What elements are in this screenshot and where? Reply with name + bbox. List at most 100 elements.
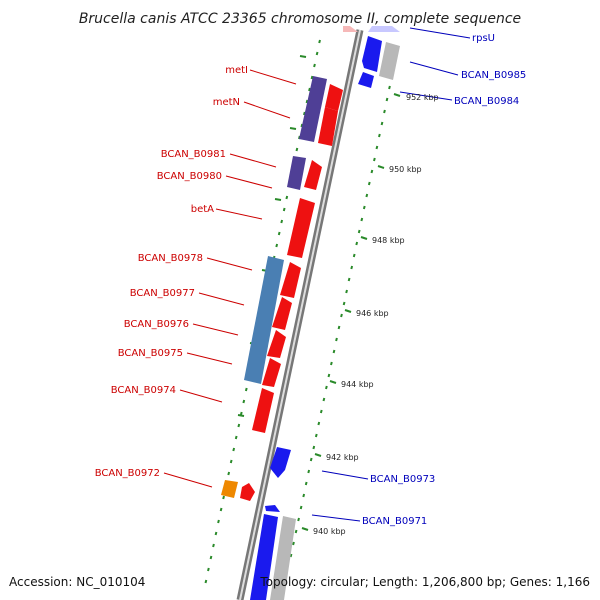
tick-dot: [340, 313, 343, 318]
major-tick: [377, 165, 385, 169]
major-tick: [299, 55, 307, 58]
label-rpsu[interactable]: rpsU: [472, 33, 495, 44]
label-leader-lines: [163, 27, 471, 522]
topology-text: Topology: circular; Length: 1,206,800 bp…: [259, 575, 590, 589]
gene-bcan-b0971[interactable]: [250, 514, 278, 600]
gene-steel-blue[interactable]: [244, 256, 284, 384]
tick-dot: [345, 289, 348, 294]
tick-dot: [330, 361, 333, 366]
gene-orange[interactable]: [221, 480, 238, 498]
label-bcan-b0977[interactable]: BCAN_B0977: [130, 288, 195, 299]
tick-dot: [222, 495, 225, 500]
tick-dot: [242, 399, 246, 404]
label-metn[interactable]: metN: [213, 97, 240, 108]
label-bcan-b0981[interactable]: BCAN_B0981: [161, 149, 226, 160]
gene-bcan-b0977[interactable]: [272, 297, 292, 330]
gene-bcan-b0978[interactable]: [280, 262, 301, 298]
gene-small-blue[interactable]: [265, 505, 280, 512]
tick-dot: [313, 63, 316, 68]
gene-metn[interactable]: [318, 107, 338, 146]
tick-dot: [312, 445, 316, 450]
tick-dot: [367, 181, 371, 186]
major-tick: [237, 414, 245, 417]
tick-dot: [234, 435, 238, 440]
label-bcan-b0975[interactable]: BCAN_B0975: [118, 348, 183, 359]
right-gene-labels: rpsU BCAN_B0985 BCAN_B0984 BCAN_B0973 BC…: [362, 33, 526, 527]
label-bcan-b0985[interactable]: BCAN_B0985: [461, 70, 526, 81]
kbp-label-950: 950 kbp: [389, 165, 422, 174]
gene-beta[interactable]: [287, 198, 315, 258]
leader-line: [409, 27, 471, 39]
label-bcan-b0976[interactable]: BCAN_B0976: [124, 319, 189, 330]
gene-top-red-fragment[interactable]: [343, 26, 358, 32]
tick-dot: [275, 243, 279, 248]
tick-dot: [327, 373, 331, 378]
tick-dot: [370, 169, 374, 174]
leader-line: [198, 292, 245, 306]
tick-dot: [314, 433, 318, 438]
tick-dot: [282, 207, 286, 212]
leader-line: [399, 91, 453, 101]
gene-bcan-b0981[interactable]: [287, 156, 306, 190]
label-bcan-b0972[interactable]: BCAN_B0972: [95, 468, 160, 479]
tick-dot: [315, 51, 319, 56]
gene-metn-head[interactable]: [325, 84, 343, 111]
label-beta[interactable]: betA: [191, 204, 214, 215]
label-bcan-b0974[interactable]: BCAN_B0974: [111, 385, 176, 396]
major-tick: [360, 236, 368, 240]
major-tick: [274, 198, 282, 201]
gene-bcan-b0974[interactable]: [252, 388, 274, 433]
leader-line: [249, 69, 297, 85]
leader-line: [215, 208, 263, 220]
tick-dot: [373, 157, 376, 162]
label-bcan-b0971[interactable]: BCAN_B0971: [362, 516, 427, 527]
gene-top-blue-fragment[interactable]: [368, 26, 400, 32]
gene-gray-2[interactable]: [270, 516, 296, 600]
tick-dot: [310, 75, 314, 80]
gene-gray-1[interactable]: [379, 42, 400, 80]
kbp-scale-labels: 952 kbp 950 kbp 948 kbp 946 kbp 944 kbp …: [313, 93, 439, 536]
tick-dot: [307, 469, 311, 474]
label-bcan-b0973[interactable]: BCAN_B0973: [370, 474, 435, 485]
tick-dot: [385, 97, 389, 102]
tick-dot: [300, 123, 304, 128]
gene-bcan-b0972[interactable]: [240, 483, 255, 501]
map-title: Brucella canis ATCC 23365 chromosome II,…: [79, 11, 521, 27]
tick-dot: [302, 493, 306, 498]
label-bcan-b0978[interactable]: BCAN_B0978: [138, 253, 203, 264]
kbp-label-948: 948 kbp: [372, 236, 405, 245]
tick-dot: [332, 349, 336, 354]
major-tick: [301, 527, 309, 531]
tick-dot: [237, 423, 241, 428]
tick-dot: [342, 301, 346, 306]
kbp-label-940: 940 kbp: [313, 527, 346, 536]
gene-bcan-b0984[interactable]: [358, 72, 374, 88]
gene-bcan-b0980[interactable]: [304, 160, 322, 190]
kbp-label-952: 952 kbp: [406, 93, 439, 102]
label-bcan-b0980[interactable]: BCAN_B0980: [157, 171, 222, 182]
label-meti[interactable]: metI: [225, 65, 248, 76]
tick-dot: [375, 145, 379, 150]
gene-bcan-b0975[interactable]: [262, 358, 281, 387]
tick-dot: [209, 555, 213, 560]
tick-dot: [383, 109, 386, 114]
leader-line: [163, 472, 213, 488]
gene-meti[interactable]: [299, 76, 327, 142]
tick-dot: [289, 553, 293, 558]
tick-dot: [380, 121, 384, 126]
tick-dot: [294, 529, 298, 534]
accession-text: Accession: NC_010104: [9, 575, 145, 589]
major-tick: [289, 127, 297, 130]
tick-dot: [318, 39, 321, 44]
label-bcan-b0984[interactable]: BCAN_B0984: [454, 96, 519, 107]
tick-dot: [319, 409, 323, 414]
tick-dot: [292, 541, 295, 546]
gene-bcan-b0976[interactable]: [267, 330, 286, 358]
gene-bcan-b0985[interactable]: [362, 36, 382, 72]
tick-dot: [244, 387, 248, 392]
tick-dot: [285, 195, 289, 200]
leader-line: [243, 101, 291, 119]
gene-bcan-b0973[interactable]: [270, 447, 291, 478]
leader-line: [321, 470, 369, 480]
